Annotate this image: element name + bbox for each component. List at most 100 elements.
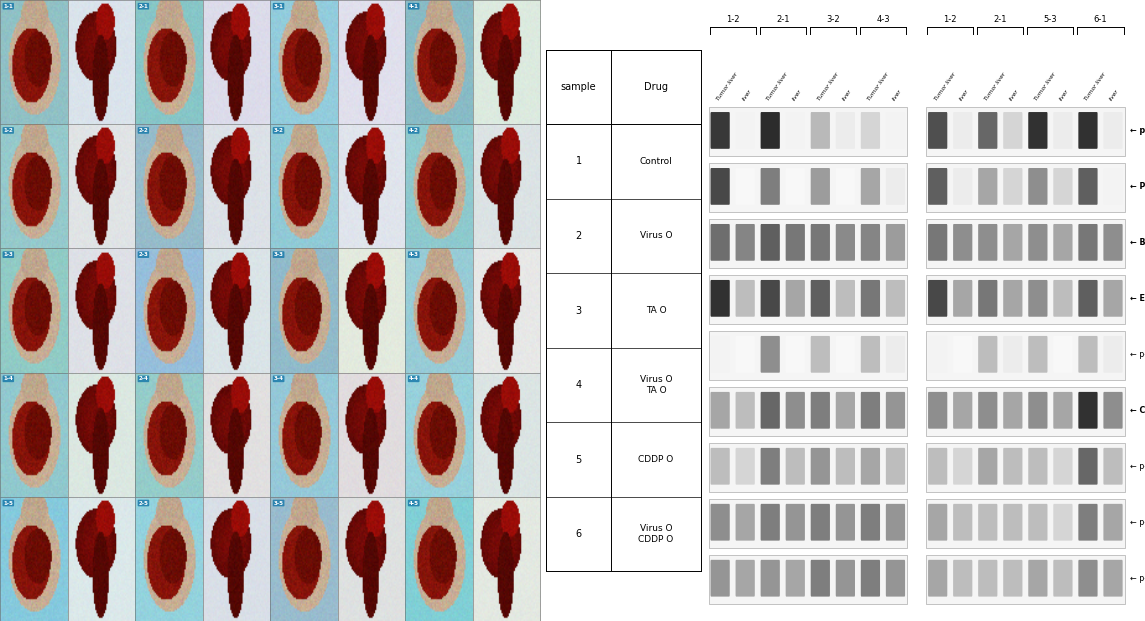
- FancyBboxPatch shape: [709, 275, 907, 324]
- FancyBboxPatch shape: [1079, 168, 1098, 205]
- FancyBboxPatch shape: [709, 163, 907, 212]
- FancyBboxPatch shape: [886, 448, 905, 484]
- FancyBboxPatch shape: [929, 280, 947, 317]
- Text: 4-1: 4-1: [409, 4, 419, 9]
- FancyBboxPatch shape: [836, 280, 855, 317]
- Text: 2-1: 2-1: [776, 16, 790, 24]
- FancyBboxPatch shape: [953, 224, 972, 261]
- Text: 5: 5: [576, 455, 582, 465]
- Text: Virus O
TA O: Virus O TA O: [640, 375, 672, 395]
- Text: 3-1: 3-1: [274, 4, 284, 9]
- FancyBboxPatch shape: [1079, 448, 1098, 484]
- FancyBboxPatch shape: [1003, 168, 1022, 205]
- FancyBboxPatch shape: [861, 112, 881, 149]
- FancyBboxPatch shape: [1003, 504, 1022, 541]
- FancyBboxPatch shape: [1079, 392, 1098, 428]
- FancyBboxPatch shape: [1003, 448, 1022, 484]
- FancyBboxPatch shape: [836, 224, 855, 261]
- Text: 3-3: 3-3: [274, 252, 284, 257]
- FancyBboxPatch shape: [1079, 336, 1098, 373]
- FancyBboxPatch shape: [711, 448, 729, 484]
- FancyBboxPatch shape: [709, 107, 907, 156]
- FancyBboxPatch shape: [711, 504, 729, 541]
- FancyBboxPatch shape: [953, 280, 972, 317]
- FancyBboxPatch shape: [978, 392, 997, 428]
- FancyBboxPatch shape: [785, 392, 805, 428]
- FancyBboxPatch shape: [929, 504, 947, 541]
- FancyBboxPatch shape: [1104, 392, 1122, 428]
- FancyBboxPatch shape: [1053, 112, 1073, 149]
- Text: ← p-EGFR: ← p-EGFR: [1129, 350, 1145, 359]
- FancyBboxPatch shape: [1028, 168, 1048, 205]
- FancyBboxPatch shape: [785, 280, 805, 317]
- FancyBboxPatch shape: [709, 443, 907, 492]
- FancyBboxPatch shape: [926, 163, 1124, 212]
- FancyBboxPatch shape: [735, 448, 755, 484]
- FancyBboxPatch shape: [735, 112, 755, 149]
- FancyBboxPatch shape: [811, 336, 830, 373]
- FancyBboxPatch shape: [811, 224, 830, 261]
- FancyBboxPatch shape: [711, 224, 729, 261]
- Text: liver: liver: [1108, 89, 1120, 102]
- FancyBboxPatch shape: [929, 168, 947, 205]
- Text: ← p53: ← p53: [1129, 126, 1145, 135]
- FancyBboxPatch shape: [953, 168, 972, 205]
- FancyBboxPatch shape: [1053, 560, 1073, 597]
- Text: 4-3: 4-3: [876, 16, 890, 24]
- Text: 1: 1: [576, 156, 582, 166]
- FancyBboxPatch shape: [709, 499, 907, 548]
- FancyBboxPatch shape: [1003, 280, 1022, 317]
- Text: 6: 6: [576, 529, 582, 539]
- FancyBboxPatch shape: [978, 336, 997, 373]
- FancyBboxPatch shape: [1104, 336, 1122, 373]
- FancyBboxPatch shape: [711, 392, 729, 428]
- FancyBboxPatch shape: [861, 336, 881, 373]
- FancyBboxPatch shape: [785, 112, 805, 149]
- Text: Virus O
CDDP O: Virus O CDDP O: [638, 524, 673, 544]
- Text: Tumor liver: Tumor liver: [1034, 72, 1057, 102]
- FancyBboxPatch shape: [760, 448, 780, 484]
- FancyBboxPatch shape: [1053, 392, 1073, 428]
- FancyBboxPatch shape: [886, 392, 905, 428]
- FancyBboxPatch shape: [861, 504, 881, 541]
- Text: ← Bax: ← Bax: [1129, 238, 1145, 247]
- Text: Tumor liver: Tumor liver: [766, 72, 789, 102]
- Text: CDDP O: CDDP O: [638, 455, 673, 464]
- Text: 5-3: 5-3: [1043, 16, 1057, 24]
- FancyBboxPatch shape: [929, 448, 947, 484]
- FancyBboxPatch shape: [760, 392, 780, 428]
- FancyBboxPatch shape: [1104, 168, 1122, 205]
- FancyBboxPatch shape: [926, 331, 1124, 380]
- FancyBboxPatch shape: [735, 560, 755, 597]
- Text: 1-1: 1-1: [3, 4, 13, 9]
- FancyBboxPatch shape: [1104, 280, 1122, 317]
- FancyBboxPatch shape: [1028, 112, 1048, 149]
- FancyBboxPatch shape: [1053, 504, 1073, 541]
- FancyBboxPatch shape: [735, 280, 755, 317]
- FancyBboxPatch shape: [886, 560, 905, 597]
- Text: 1-2: 1-2: [3, 128, 13, 133]
- FancyBboxPatch shape: [978, 112, 997, 149]
- Text: 3-5: 3-5: [274, 501, 284, 505]
- FancyBboxPatch shape: [1003, 392, 1022, 428]
- FancyBboxPatch shape: [861, 560, 881, 597]
- FancyBboxPatch shape: [926, 219, 1124, 268]
- FancyBboxPatch shape: [1053, 280, 1073, 317]
- FancyBboxPatch shape: [760, 504, 780, 541]
- FancyBboxPatch shape: [929, 224, 947, 261]
- FancyBboxPatch shape: [861, 168, 881, 205]
- FancyBboxPatch shape: [929, 560, 947, 597]
- Text: 2-2: 2-2: [139, 128, 148, 133]
- FancyBboxPatch shape: [711, 560, 729, 597]
- FancyBboxPatch shape: [1028, 280, 1048, 317]
- FancyBboxPatch shape: [953, 560, 972, 597]
- FancyBboxPatch shape: [811, 448, 830, 484]
- Text: ← p-ERK: ← p-ERK: [1129, 462, 1145, 471]
- FancyBboxPatch shape: [735, 168, 755, 205]
- FancyBboxPatch shape: [926, 555, 1124, 604]
- FancyBboxPatch shape: [1104, 224, 1122, 261]
- Text: 2-4: 2-4: [139, 376, 149, 381]
- FancyBboxPatch shape: [735, 224, 755, 261]
- FancyBboxPatch shape: [811, 392, 830, 428]
- FancyBboxPatch shape: [1104, 112, 1122, 149]
